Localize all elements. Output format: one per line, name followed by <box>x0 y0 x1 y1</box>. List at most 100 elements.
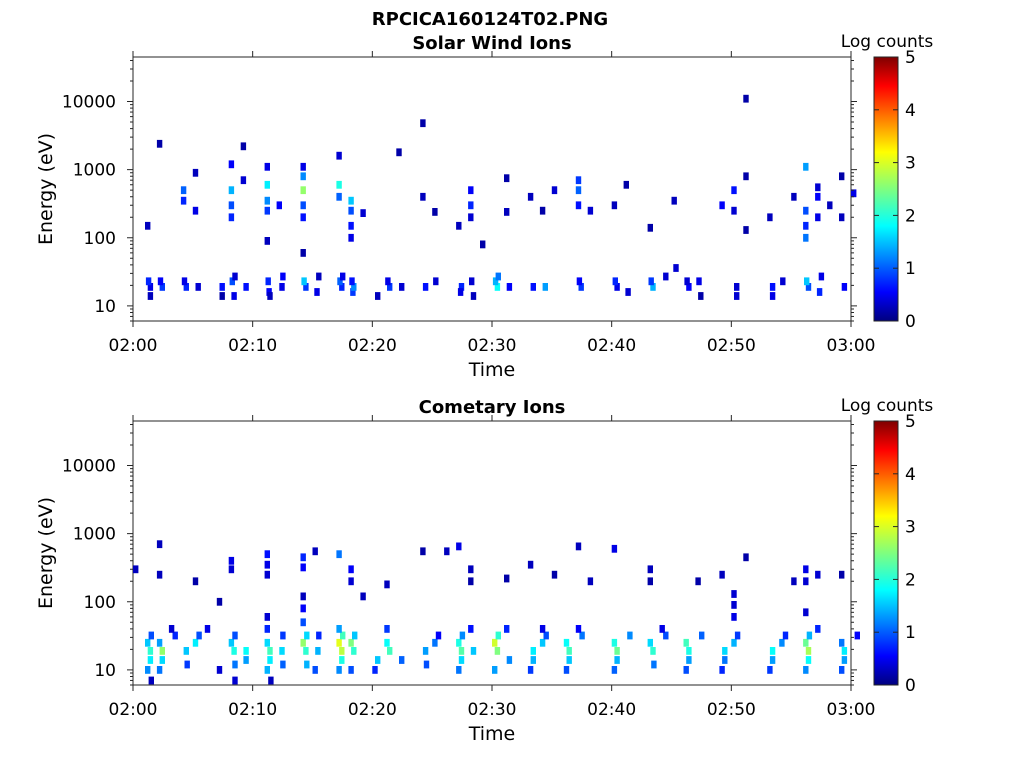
data-cell <box>315 647 321 655</box>
data-cell <box>399 283 405 291</box>
data-cell <box>228 160 235 169</box>
data-cell <box>767 213 773 222</box>
data-cell <box>264 237 270 245</box>
data-cell <box>300 563 306 572</box>
data-cell <box>232 660 238 669</box>
data-cell <box>539 638 546 647</box>
data-cell <box>192 168 199 177</box>
data-cell <box>611 666 618 674</box>
x-tick-label: 02:00 <box>109 700 158 720</box>
y-tick-label: 100 <box>84 229 116 249</box>
data-cell <box>350 288 356 296</box>
data-cell <box>743 172 749 181</box>
data-cell <box>300 186 306 195</box>
data-cell <box>575 176 582 185</box>
cometary-x-axis-label: Time <box>468 723 516 745</box>
data-cell <box>147 656 154 664</box>
data-cell <box>803 577 809 586</box>
y-tick-label: 10 <box>94 297 116 317</box>
data-cell <box>228 556 235 565</box>
data-cell <box>495 631 501 640</box>
data-cell <box>612 277 618 286</box>
data-cell <box>543 631 549 640</box>
data-cell <box>815 570 821 579</box>
data-cell <box>340 631 346 640</box>
data-cell <box>731 613 737 621</box>
data-cell <box>734 292 740 300</box>
x-tick-label: 02:50 <box>707 700 756 720</box>
data-cell <box>854 631 860 640</box>
data-cell <box>180 196 187 205</box>
data-cell <box>372 666 378 674</box>
data-cell <box>815 192 821 201</box>
colorbar-tick-label: 5 <box>905 48 916 68</box>
data-cell <box>731 206 737 215</box>
x-tick-label: 02:20 <box>348 336 397 356</box>
colorbar-tick-label: 2 <box>905 570 916 590</box>
data-cell <box>349 277 355 286</box>
data-cell <box>304 660 310 669</box>
data-cell <box>527 666 534 674</box>
data-cell <box>279 647 285 655</box>
data-cell <box>504 208 510 216</box>
data-cell <box>228 565 235 574</box>
data-cell <box>268 676 274 685</box>
data-cell <box>231 647 237 655</box>
data-cell <box>336 625 342 633</box>
data-cell <box>815 183 821 192</box>
data-cell <box>803 233 809 242</box>
colorbar-tick-label: 1 <box>905 623 916 643</box>
data-cell <box>228 638 235 647</box>
data-cell <box>265 277 271 286</box>
data-cell <box>851 189 857 198</box>
data-cell <box>563 666 570 674</box>
x-tick-label: 02:10 <box>228 336 277 356</box>
data-cell <box>336 151 342 160</box>
data-cell <box>456 638 462 647</box>
data-cell <box>184 660 190 669</box>
colorbar-tick-label: 4 <box>905 101 916 121</box>
data-cell <box>731 638 737 647</box>
data-cell <box>468 565 474 574</box>
data-cell <box>279 283 285 291</box>
data-cell <box>469 277 475 286</box>
data-cell <box>468 201 474 210</box>
data-cell <box>696 277 702 286</box>
data-cell <box>587 206 594 215</box>
data-cell <box>722 647 728 655</box>
data-cell <box>336 180 342 189</box>
data-cell <box>818 272 825 281</box>
data-cell <box>551 186 558 195</box>
colorbar-tick-label: 0 <box>905 312 916 332</box>
solar-wind-x-axis-label: Time <box>468 359 516 381</box>
data-cell <box>145 277 152 286</box>
data-cell <box>563 638 570 647</box>
data-cell <box>267 656 273 664</box>
data-cell <box>423 660 430 669</box>
data-cell <box>145 221 151 230</box>
solar-wind-colorbar <box>873 56 899 322</box>
data-cell <box>494 283 501 291</box>
data-cell <box>231 292 237 300</box>
data-cell <box>300 213 306 222</box>
data-cell <box>457 288 464 296</box>
data-cell <box>192 206 199 215</box>
data-cell <box>769 656 776 664</box>
data-cell <box>805 283 812 291</box>
colorbar-tick-label: 1 <box>905 259 916 279</box>
data-cell <box>316 272 322 281</box>
data-cell <box>240 142 247 151</box>
data-cell <box>351 647 357 655</box>
cometary-data-cells <box>133 540 860 685</box>
data-cell <box>458 656 465 664</box>
data-cell <box>731 601 737 609</box>
data-cell <box>722 656 728 664</box>
data-cell <box>351 283 357 291</box>
data-cell <box>148 631 154 640</box>
data-cell <box>539 625 546 633</box>
data-cell <box>839 213 845 222</box>
data-cell <box>159 283 165 291</box>
data-cell <box>276 201 282 210</box>
data-cell <box>183 283 189 291</box>
data-cell <box>648 277 654 286</box>
